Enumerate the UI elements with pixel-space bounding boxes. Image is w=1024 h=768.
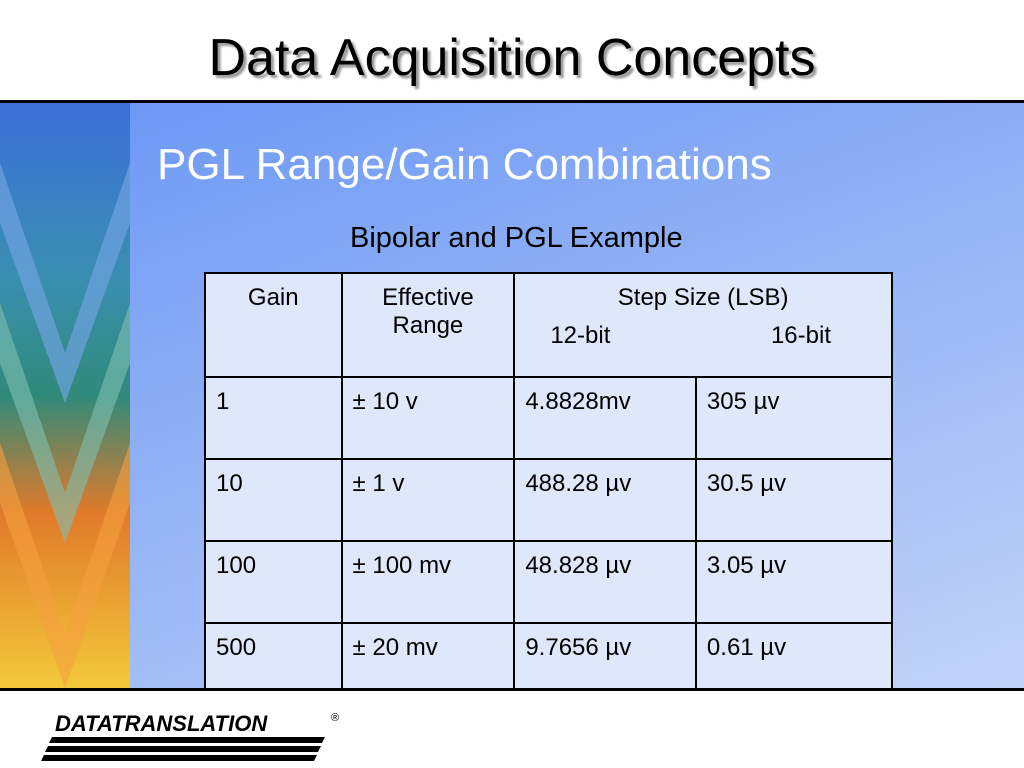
header-cell: Step Size (LSB) 12-bit 16-bit bbox=[513, 272, 893, 378]
table-cell: 488.28 µv bbox=[513, 458, 697, 542]
header-label: 12-bit bbox=[550, 322, 611, 349]
table-cell: 48.828 µv bbox=[513, 540, 697, 624]
subtitle: PGL Range/Gain Combinations bbox=[157, 140, 772, 189]
table-cell: 305 µv bbox=[694, 376, 894, 460]
table-cell: 3.05 µv bbox=[694, 540, 894, 624]
table-cell: 1 bbox=[204, 376, 343, 460]
table-row: 100 ± 100 mv 48.828 µv 3.05 µv bbox=[204, 540, 894, 624]
table-row: 1 ± 10 v 4.8828mv 305 µv bbox=[204, 376, 894, 460]
header-label: Step Size (LSB) bbox=[617, 284, 789, 311]
logo-text: DATATRANSLATION bbox=[55, 711, 268, 736]
footer: DATATRANSLATION ® bbox=[0, 688, 1024, 768]
table-cell: ± 10 v bbox=[340, 376, 516, 460]
table-cell: 100 bbox=[204, 540, 343, 624]
table-cell: 30.5 µv bbox=[694, 458, 894, 542]
header-cell: Gain bbox=[204, 272, 343, 378]
data-table: Gain Effective Range Step Size (LSB) 12-… bbox=[204, 272, 894, 706]
table-cell: ± 100 mv bbox=[340, 540, 516, 624]
table-header: Gain Effective Range Step Size (LSB) 12-… bbox=[204, 272, 893, 378]
title-bar: Data Acquisition Concepts bbox=[0, 0, 1024, 103]
table-cell: 4.8828mv bbox=[513, 376, 697, 460]
slide-title: Data Acquisition Concepts bbox=[208, 29, 816, 87]
table-row: 10 ± 1 v 488.28 µv 30.5 µv bbox=[204, 458, 894, 542]
table-body: 1 ± 10 v 4.8828mv 305 µv 10 ± 1 v 488.28 µv 30.… bbox=[204, 376, 894, 706]
table-cell: ± 1 v bbox=[340, 458, 516, 542]
header-cell: Effective Range bbox=[340, 272, 516, 378]
table-caption: Bipolar and PGL Example bbox=[350, 222, 683, 254]
decorative-strip bbox=[0, 103, 130, 688]
logo: DATATRANSLATION ® bbox=[41, 711, 339, 761]
table-cell: 10 bbox=[204, 458, 343, 542]
logo-mark: ® bbox=[331, 712, 339, 724]
header-label: 16-bit bbox=[770, 322, 831, 349]
